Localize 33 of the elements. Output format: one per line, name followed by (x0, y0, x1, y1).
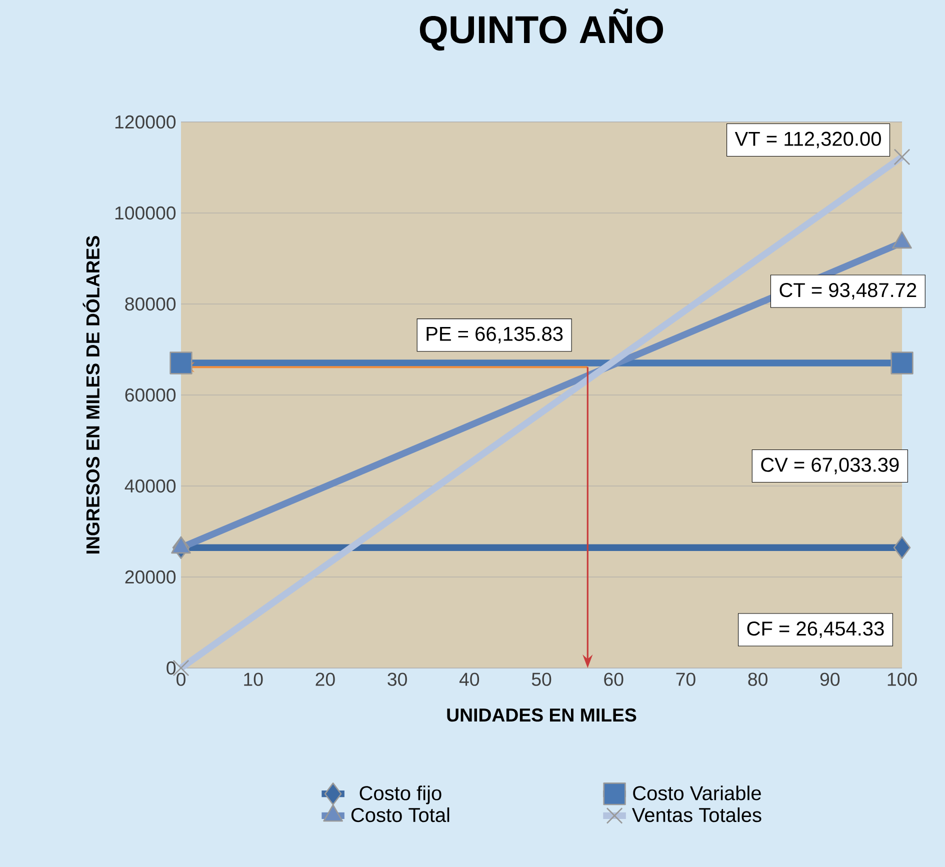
y-tick-label: 100000 (115, 206, 176, 220)
x-tick-label: 80 (748, 672, 768, 686)
x-tick-label: 100 (888, 672, 917, 686)
y-tick-label: 60000 (125, 388, 176, 402)
annotation: CT = 93,487.72 (780, 282, 916, 300)
x-tick-label: 70 (676, 672, 696, 686)
legend-label: Ventas Totales (632, 807, 762, 822)
legend-label: Costo fijo (360, 786, 442, 804)
x-axis-title: UNIDADES EN MILES (447, 708, 636, 722)
x-tick-label: 60 (604, 672, 624, 686)
legend-label: Costo Variable (633, 786, 761, 800)
y-tick-label: 0 (166, 661, 176, 675)
point (890, 352, 914, 374)
point (893, 536, 911, 559)
y-axis-title: INGRESOS EN MILES DE DÓLARES (82, 236, 100, 554)
x-tick-label: 30 (388, 672, 407, 686)
annotation: CF = 26,454.33 (747, 622, 884, 638)
annotation: VT = 112,320.00 (734, 132, 881, 148)
annotation: PE = 66,135.83 (426, 326, 563, 344)
x-tick-label: 40 (459, 672, 480, 686)
x-tick-label: 20 (316, 672, 335, 686)
x-tick-label: 90 (820, 672, 840, 686)
y-tick-label: 40000 (124, 479, 176, 493)
x-tick-label: 10 (244, 672, 263, 686)
y-tick-label: 20000 (125, 570, 176, 584)
y-tick-label: 120000 (115, 115, 176, 129)
chart-title: QUINTO AÑO (420, 8, 664, 51)
point (170, 352, 192, 374)
x-tick-label: 0 (176, 672, 186, 686)
y-tick-label: 80000 (125, 297, 176, 311)
x-tick-label: 50 (532, 672, 552, 686)
annotation: CV = 67,033.39 (761, 458, 899, 474)
legend-label: Costo Total (351, 807, 450, 822)
